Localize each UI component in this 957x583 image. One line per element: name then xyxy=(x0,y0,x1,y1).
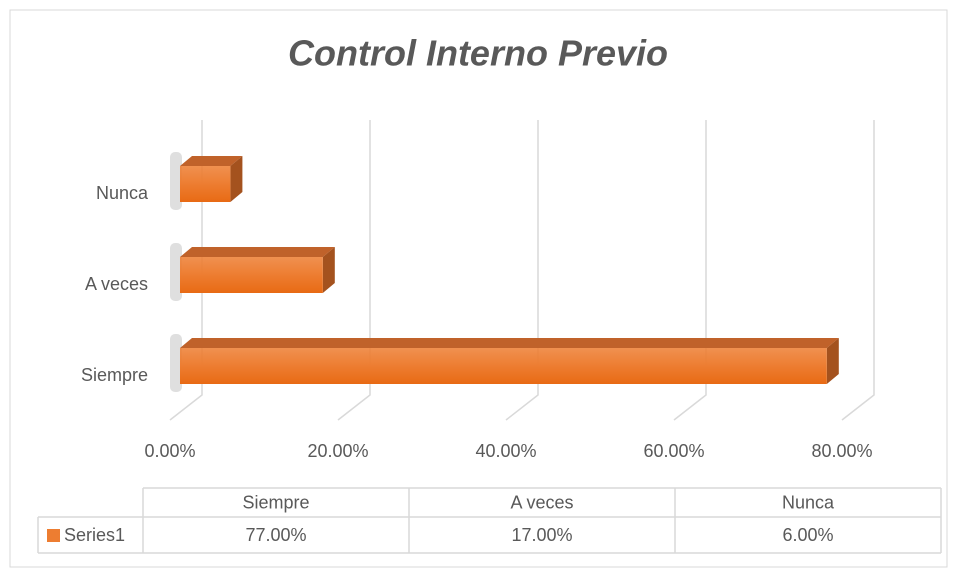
x-tick-label: 0.00% xyxy=(144,441,195,461)
y-tick-label: A veces xyxy=(85,274,148,294)
grid-line xyxy=(841,120,875,421)
bar-shadow xyxy=(170,334,182,392)
chart-title: Control Interno Previo xyxy=(288,33,668,74)
y-tick-label: Nunca xyxy=(96,183,149,203)
bar-shadow xyxy=(170,243,182,301)
legend-swatch xyxy=(47,529,60,542)
table-header: A veces xyxy=(510,492,573,512)
table-value: 17.00% xyxy=(511,525,572,545)
grid-line xyxy=(337,120,371,421)
bar xyxy=(180,166,231,202)
x-tick-label: 60.00% xyxy=(643,441,704,461)
bar-top xyxy=(180,338,839,348)
table-header: Nunca xyxy=(782,492,835,512)
table-value: 6.00% xyxy=(782,525,833,545)
grid-line xyxy=(673,120,707,421)
x-tick-label: 20.00% xyxy=(307,441,368,461)
bar xyxy=(180,348,827,384)
y-tick-label: Siempre xyxy=(81,365,148,385)
bar-side xyxy=(230,156,243,202)
bar xyxy=(180,257,323,293)
grid-line xyxy=(169,120,203,421)
bar-top xyxy=(180,247,335,257)
x-tick-label: 80.00% xyxy=(811,441,872,461)
bar-top xyxy=(180,156,243,166)
bar-side xyxy=(322,247,335,293)
x-tick-label: 40.00% xyxy=(475,441,536,461)
legend-label: Series1 xyxy=(64,525,125,545)
grid-line xyxy=(505,120,539,421)
table-value: 77.00% xyxy=(245,525,306,545)
bar-side xyxy=(826,338,839,384)
chart-border xyxy=(9,9,948,568)
table-header: Siempre xyxy=(242,492,309,512)
bar-shadow xyxy=(170,152,182,210)
